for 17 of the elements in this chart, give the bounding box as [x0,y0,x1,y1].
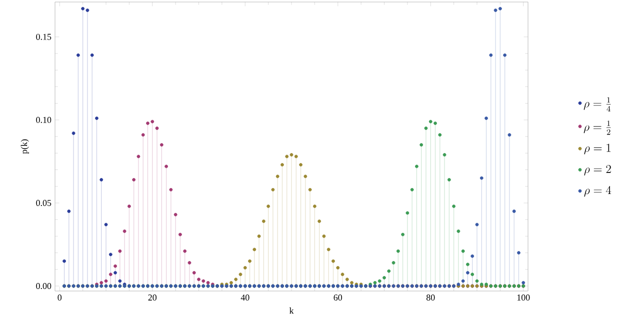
legend-label: $\rho=\frac{1}{2}$ [584,120,611,135]
legend-label: $\rho=2$ [584,164,611,176]
y-tick-label: 0.05 [36,200,52,206]
x-axis-title: k [289,307,294,314]
y-tick-label: 0.10 [36,116,52,123]
y-tick-label: 0.00 [36,282,52,290]
x-tick-label: 80 [426,294,435,301]
y-tick-label: 0.15 [36,34,52,40]
x-tick-label: 100 [517,294,530,301]
x-tick-label: 20 [148,294,157,301]
x-tick-label: 40 [240,294,250,301]
legend-label: $\rho=4$ [584,186,612,197]
x-tick-label: 60 [334,294,342,301]
y-axis-title: p(k) [20,139,29,154]
x-tick-label: 0 [58,294,62,301]
legend-label: $\rho=\frac{1}{4}$ [584,97,611,112]
legend-label: $\rho=1$ [584,144,611,154]
